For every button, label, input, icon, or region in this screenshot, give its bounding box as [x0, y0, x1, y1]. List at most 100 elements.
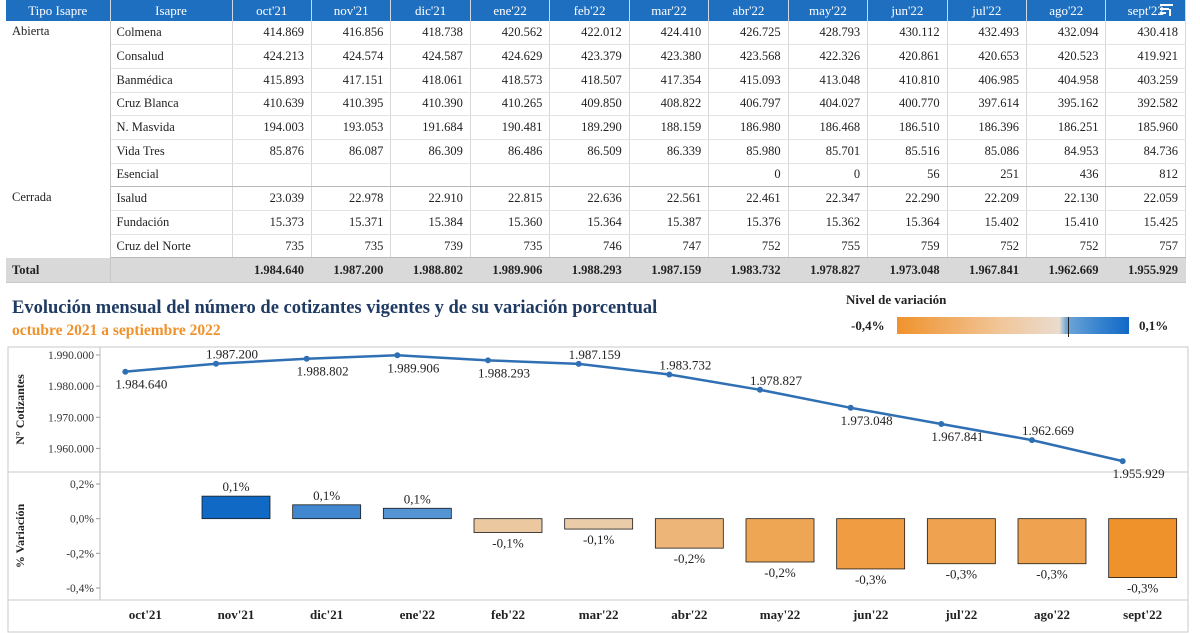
value-cell: 22.978: [311, 186, 392, 211]
line-point: [1119, 458, 1126, 465]
y2-tick-label: 0,2%: [70, 479, 94, 491]
legend-color-ramp[interactable]: [897, 317, 1129, 334]
isapre-name-cell: Consalud: [110, 44, 233, 69]
value-cell: 15.371: [311, 210, 392, 235]
value-cell: 185.960: [1105, 115, 1186, 140]
line-point: [757, 386, 763, 393]
value-cell: 22.209: [947, 186, 1028, 211]
line-point: [1029, 437, 1035, 444]
bar-value-label: -0,3%: [1036, 567, 1068, 582]
value-cell: 186.980: [708, 115, 789, 140]
column-header[interactable]: jun'22: [867, 0, 948, 21]
value-cell: 739: [390, 234, 471, 259]
y2-tick-label: -0,4%: [66, 583, 94, 595]
value-cell: 84.736: [1105, 139, 1186, 164]
table-row: Consalud 424.213 424.574 424.587 424.629 423.…: [6, 44, 1186, 69]
chart-title: Evolución mensual del número de cotizant…: [12, 298, 658, 318]
value-cell: 420.562: [470, 21, 551, 46]
value-cell: 759: [867, 234, 948, 259]
value-cell: 186.251: [1026, 115, 1107, 140]
column-header[interactable]: Tipo Isapre: [6, 0, 111, 21]
y-tick-label: 1.990.000: [48, 350, 94, 362]
value-cell: 416.856: [311, 21, 392, 46]
column-header[interactable]: sept'22: [1105, 0, 1186, 21]
value-cell: 15.360: [470, 210, 551, 235]
value-cell: 418.738: [390, 21, 471, 46]
column-header[interactable]: ago'22: [1026, 0, 1107, 21]
column-header[interactable]: may'22: [788, 0, 869, 21]
value-cell: 752: [1026, 234, 1107, 259]
column-header[interactable]: Isapre: [110, 0, 233, 21]
value-cell: 752: [708, 234, 789, 259]
value-cell: 420.653: [947, 44, 1028, 69]
variation-bar: [201, 495, 271, 520]
value-cell: 409.850: [549, 92, 630, 117]
tipo-isapre-cell: Cerrada: [6, 186, 111, 258]
bar-value-label: 0,1%: [313, 488, 340, 503]
bar-value-label: 0,1%: [404, 491, 431, 506]
value-cell: 22.461: [708, 186, 789, 211]
line-point: [122, 368, 129, 375]
variation-bar: [654, 518, 724, 549]
line-point: [303, 355, 310, 362]
y2-axis-title: % Variación: [13, 504, 27, 569]
legend-min-label: -0,4%: [851, 318, 885, 333]
value-cell: 186.396: [947, 115, 1028, 140]
value-cell: 85.516: [867, 139, 948, 164]
cotizantes-line: [125, 354, 1123, 463]
value-cell: 752: [947, 234, 1028, 259]
column-header[interactable]: ene'22: [470, 0, 551, 21]
value-cell: 15.364: [867, 210, 948, 235]
value-cell: 404.958: [1026, 68, 1107, 93]
x-tick-label: jun'22: [852, 607, 888, 622]
value-cell: 190.481: [470, 115, 551, 140]
line-value-label: 1.967.841: [931, 429, 983, 444]
x-tick-label: ene'22: [400, 607, 435, 622]
value-cell: 86.309: [390, 139, 471, 164]
x-tick-label: dic'21: [310, 607, 343, 622]
total-value-cell: 1.987.159: [629, 257, 710, 284]
value-cell: 86.087: [311, 139, 392, 164]
x-tick-label: jul'22: [944, 607, 977, 622]
value-cell: 22.815: [470, 186, 551, 211]
total-value-cell: 1.955.929: [1105, 257, 1186, 284]
value-cell: 189.290: [549, 115, 630, 140]
value-cell: 746: [549, 234, 630, 259]
column-header[interactable]: abr'22: [708, 0, 789, 21]
value-cell: 85.876: [232, 139, 312, 164]
value-cell: 22.290: [867, 186, 948, 211]
column-header[interactable]: nov'21: [311, 0, 392, 21]
filter-icon[interactable]: [1160, 4, 1173, 16]
value-cell: 430.112: [867, 21, 948, 46]
total-value-cell: 1.984.640: [232, 257, 312, 284]
value-cell: 417.354: [629, 68, 710, 93]
value-cell: 423.380: [629, 44, 710, 69]
isapre-name-cell: Banmédica: [110, 68, 233, 93]
line-value-label: 1.973.048: [841, 413, 893, 428]
column-header[interactable]: mar'22: [629, 0, 710, 21]
isapre-name-cell: Vida Tres: [110, 139, 233, 164]
total-value-cell: 1.988.802: [390, 257, 471, 284]
bar-value-label: -0,3%: [1127, 581, 1159, 596]
value-cell: 418.573: [470, 68, 551, 93]
column-header[interactable]: oct'21: [232, 0, 312, 21]
value-cell: 420.523: [1026, 44, 1107, 69]
column-header[interactable]: dic'21: [390, 0, 471, 21]
value-cell: 422.326: [788, 44, 869, 69]
line-value-label: 1.962.669: [1022, 423, 1074, 438]
value-cell: 424.587: [390, 44, 471, 69]
value-cell: 432.493: [947, 21, 1028, 46]
x-tick-label: feb'22: [491, 607, 525, 622]
value-cell: 424.213: [232, 44, 312, 69]
value-cell: 0: [708, 163, 789, 188]
value-cell: [311, 163, 392, 188]
isapre-name-cell: Colmena: [110, 21, 233, 46]
total-value-cell: 1.962.669: [1026, 257, 1107, 284]
column-header[interactable]: jul'22: [947, 0, 1028, 21]
value-cell: 403.259: [1105, 68, 1186, 93]
column-header[interactable]: feb'22: [549, 0, 630, 21]
value-cell: 408.822: [629, 92, 710, 117]
value-cell: 85.980: [708, 139, 789, 164]
value-cell: 410.390: [390, 92, 471, 117]
value-cell: 422.012: [549, 21, 630, 46]
